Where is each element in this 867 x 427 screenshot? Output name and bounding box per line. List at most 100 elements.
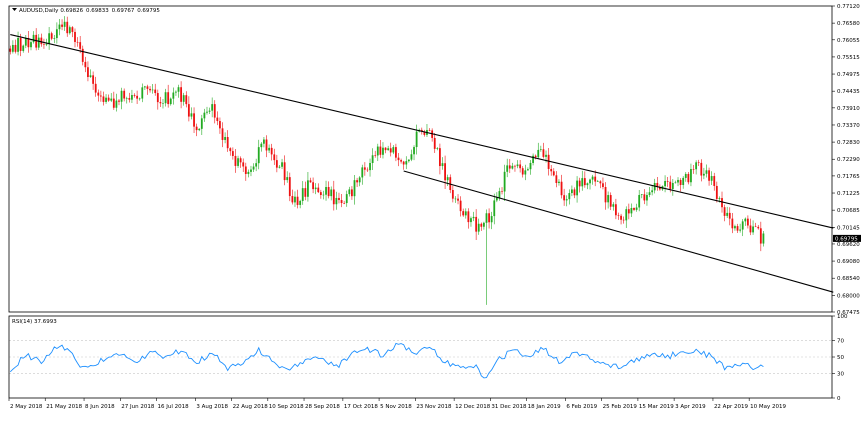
candle [379, 139, 382, 158]
candle-body [752, 226, 754, 233]
candle-body [120, 90, 123, 102]
candle [27, 30, 30, 53]
candle [444, 155, 446, 190]
candle [682, 176, 685, 189]
candle-body [55, 29, 58, 39]
candle [211, 97, 214, 118]
candle-body [583, 178, 586, 186]
candle [319, 189, 322, 199]
candle-body [490, 216, 493, 223]
candle-body [156, 93, 159, 103]
candle [488, 208, 490, 229]
candle [565, 195, 568, 207]
candle [239, 156, 242, 168]
candle [454, 196, 457, 203]
candle [94, 76, 97, 97]
candle [485, 209, 488, 305]
candle [309, 177, 312, 183]
candle-body [480, 223, 483, 227]
candle-body [105, 97, 107, 102]
candle [441, 157, 444, 170]
candle [198, 128, 201, 132]
candle-body [61, 24, 63, 27]
candle-body [343, 203, 346, 204]
candle-body [749, 225, 752, 233]
candle [268, 144, 271, 154]
candle [361, 164, 364, 185]
candle [439, 143, 441, 175]
candle-body [718, 198, 721, 199]
candle [542, 142, 545, 159]
ohlc-value: 0.69833 [86, 8, 109, 14]
candle-body [713, 176, 716, 186]
candle-body [304, 188, 307, 197]
candle-body [40, 37, 43, 45]
candle-body [371, 155, 374, 164]
x-tick-label: 15 Mar 2019 [639, 404, 674, 410]
candle [340, 194, 343, 208]
candle-body [658, 187, 661, 190]
candle-body [521, 168, 524, 175]
candle-body [50, 33, 53, 39]
candle-body [744, 218, 747, 222]
candle [167, 84, 170, 108]
x-tick-label: 3 Apr 2019 [675, 404, 706, 410]
candle-body [477, 223, 480, 232]
candle [762, 231, 765, 247]
candle-body [327, 187, 330, 197]
candle [24, 35, 27, 49]
candle-body [702, 173, 705, 176]
candle-body [229, 148, 232, 152]
candle-body [379, 146, 382, 155]
x-tick-label: 10 Sep 2018 [269, 404, 304, 410]
candle-body [400, 160, 402, 162]
candle [299, 199, 302, 209]
candle-body [136, 95, 139, 99]
candle [219, 117, 221, 134]
candle-body [159, 102, 162, 104]
candle [457, 194, 459, 205]
candle-body [467, 211, 470, 223]
x-tick-label: 5 Nov 2018 [380, 404, 412, 410]
candle [327, 181, 330, 199]
candle-body [640, 194, 643, 195]
candle-body [53, 38, 56, 39]
candle-body [586, 183, 589, 186]
candle [118, 98, 120, 106]
candle-body [671, 182, 674, 189]
candle [433, 133, 436, 153]
candle [715, 181, 718, 203]
candle [151, 83, 154, 94]
candle [286, 171, 289, 183]
candle [389, 142, 392, 157]
candle-body [446, 177, 449, 181]
candle [185, 91, 188, 108]
x-tick-label: 6 Feb 2019 [566, 404, 597, 410]
candle [353, 174, 356, 205]
candle-body [74, 31, 76, 42]
y-tick-label: 0.74975 [837, 72, 860, 78]
candle [19, 33, 22, 57]
candle-body [143, 86, 146, 88]
candle [392, 145, 395, 155]
candle-body [221, 128, 224, 140]
candle-body [17, 37, 19, 52]
candle [112, 91, 115, 110]
candle [498, 187, 501, 201]
candle-body [570, 189, 573, 194]
candle-body [739, 229, 742, 231]
candle-body [146, 86, 149, 89]
candle [462, 208, 465, 217]
ohlc-value: 0.69826 [60, 8, 83, 14]
candle-body [151, 89, 154, 91]
candle-body [66, 21, 69, 34]
candle-body [79, 42, 82, 49]
candle-body [206, 111, 208, 113]
candle [335, 191, 338, 210]
candle-body [656, 182, 659, 188]
candle-body [741, 221, 744, 230]
candle-body [195, 126, 198, 131]
candle [702, 167, 705, 180]
symbol-dropdown-icon[interactable] [12, 8, 17, 11]
candle [288, 172, 291, 202]
